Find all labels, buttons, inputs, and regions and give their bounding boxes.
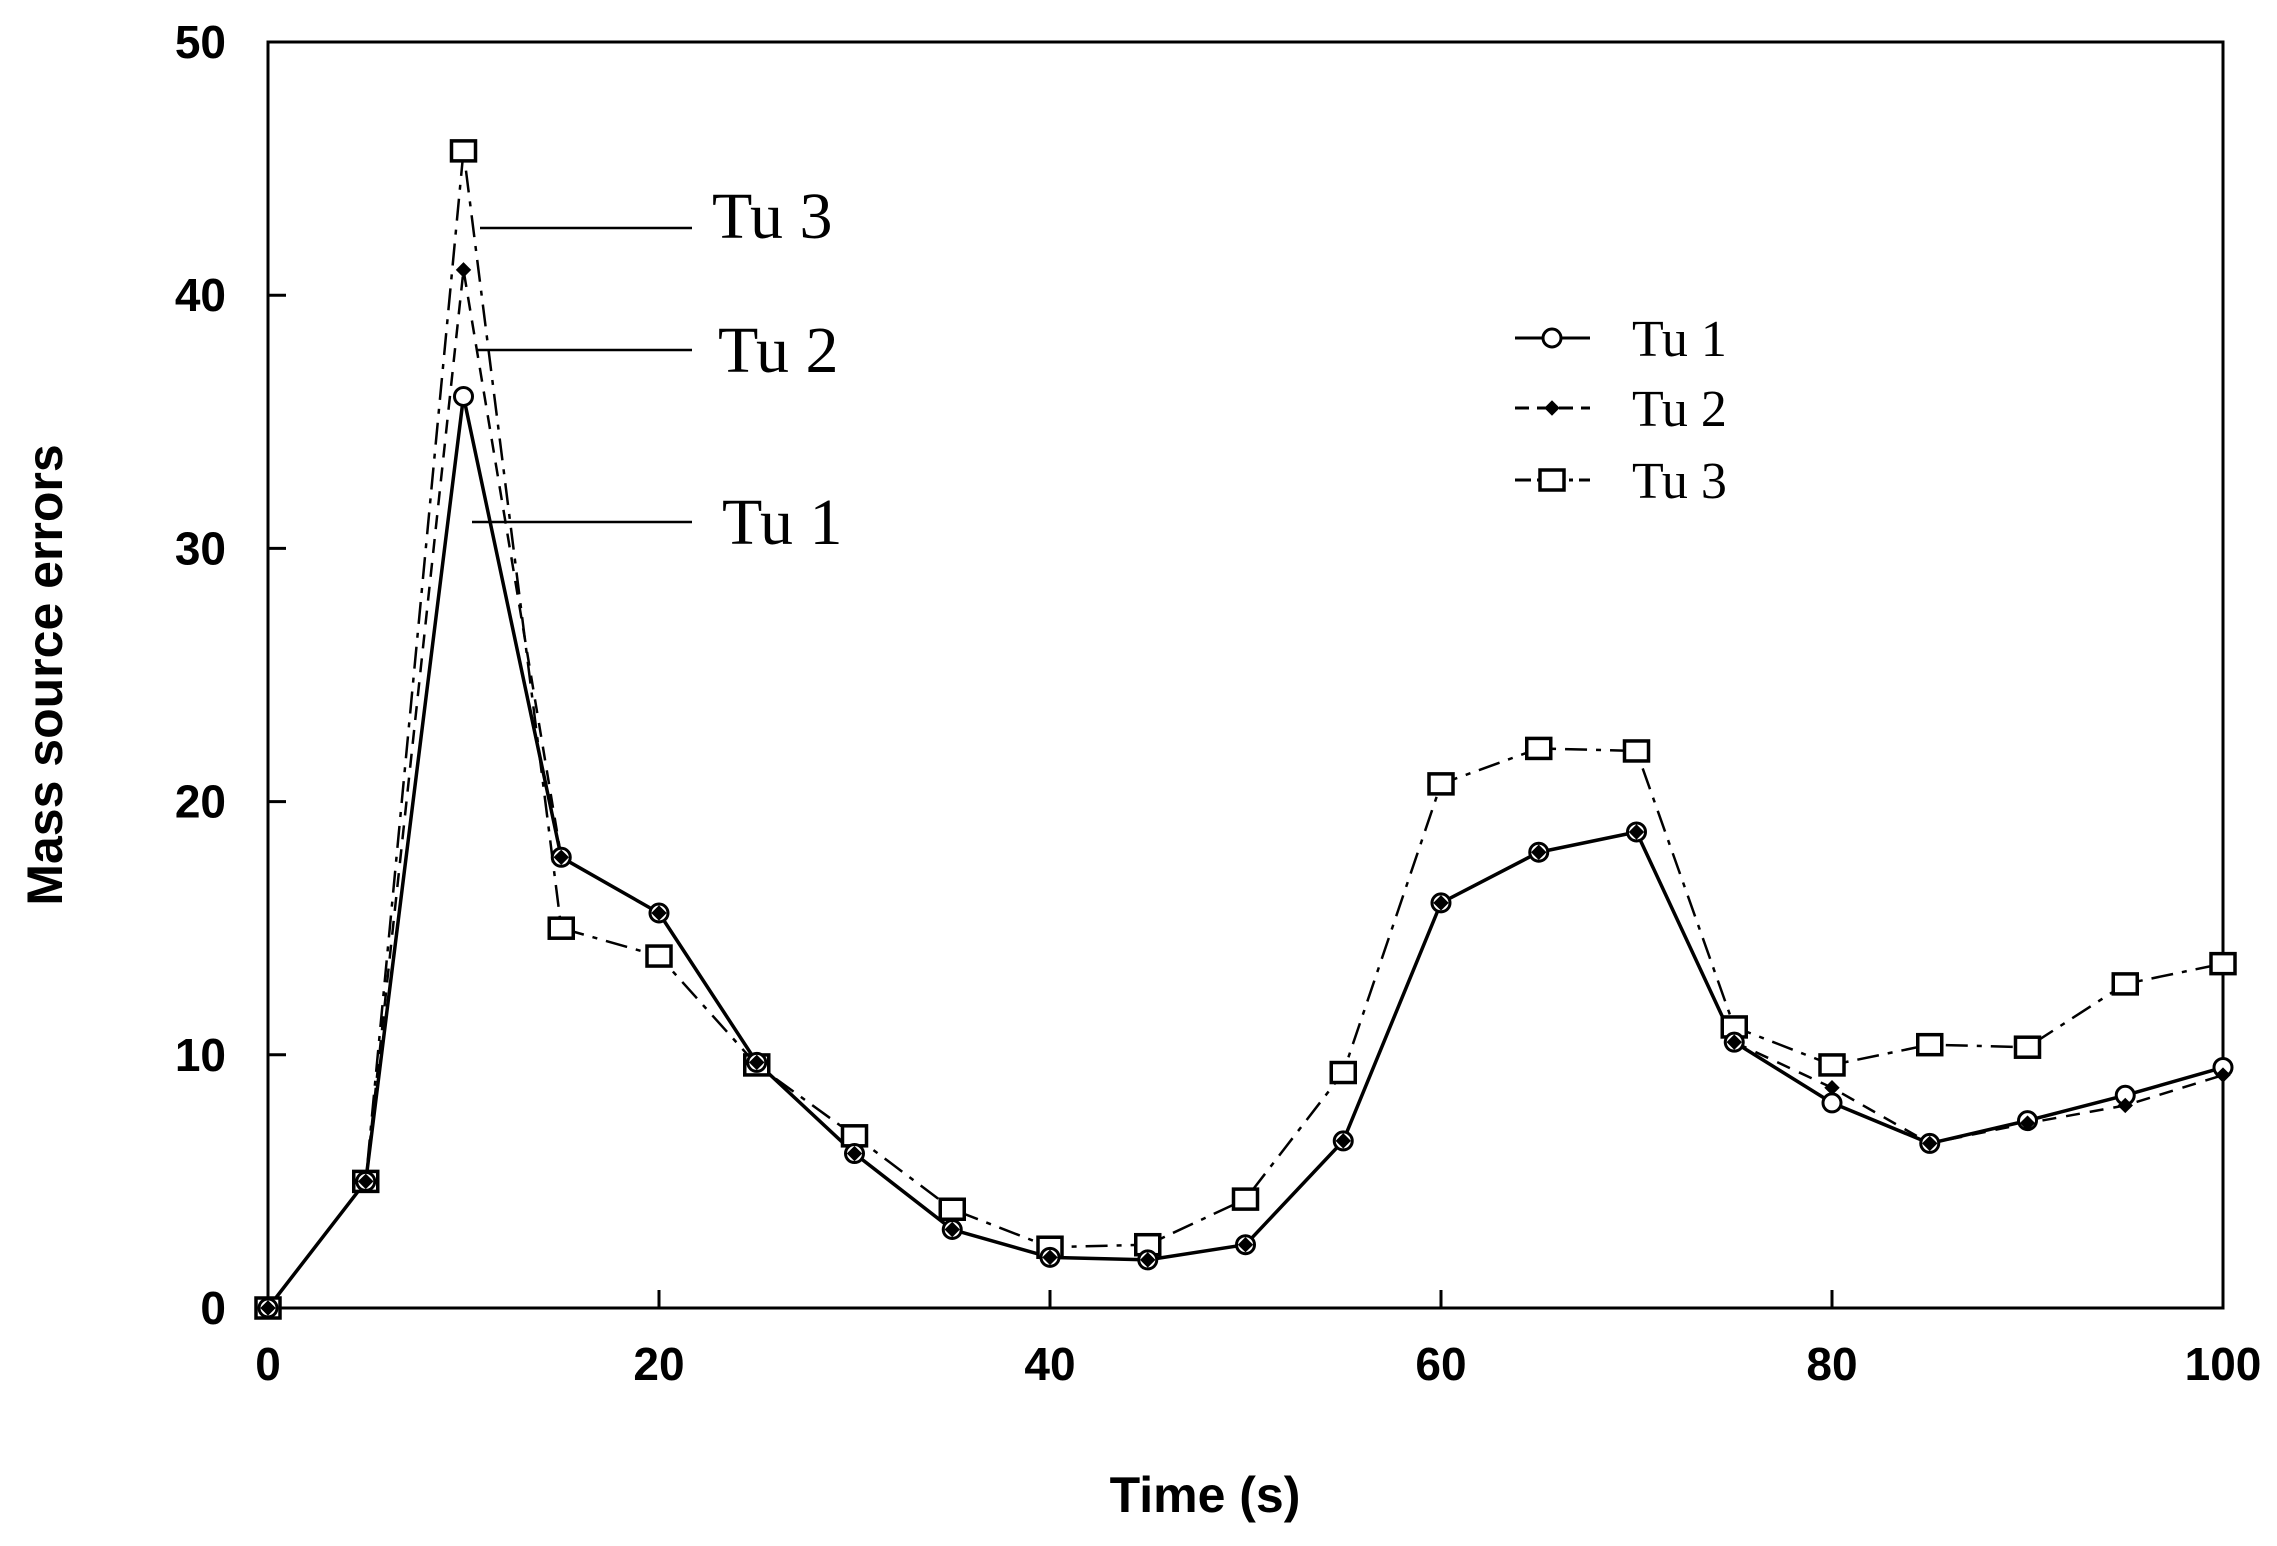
x-tick-label-100: 100 <box>2185 1338 2262 1390</box>
point-tu-3-80 <box>1818 1053 1846 1077</box>
legend-label-tu-2: Tu 2 <box>1632 381 1727 438</box>
x-tick-label-20: 20 <box>633 1338 684 1390</box>
point-tu-3-15 <box>547 916 575 940</box>
point-tu-2-30 <box>846 1145 863 1162</box>
plot-frame <box>266 40 2225 1310</box>
y-tick-label-40: 40 <box>175 269 226 321</box>
point-tu-2-25 <box>749 1054 765 1071</box>
point-tu-2-70 <box>1628 824 1645 840</box>
point-tu-3-90 <box>2013 1035 2042 1059</box>
point-tu-2-65 <box>1531 844 1547 860</box>
y-tick-label-50: 50 <box>175 16 226 68</box>
x-tick-label-40: 40 <box>1024 1338 1075 1390</box>
legend-marker-tu-2 <box>1544 400 1560 416</box>
point-tu-2-20 <box>651 905 667 921</box>
point-tu-2-15 <box>553 849 569 866</box>
point-tu-2-95 <box>2117 1097 2133 1114</box>
annotation-tu-2: Tu 2 <box>718 314 839 387</box>
axis-ticks: 0 20 40 60 80 100 0 10 20 30 40 50 <box>175 16 2262 1390</box>
legend-marker-tu-1 <box>1541 327 1563 349</box>
y-tick-label-20: 20 <box>175 776 226 828</box>
x-axis-title: Time (s) <box>1110 1467 1301 1523</box>
point-tu-3-35 <box>938 1197 966 1222</box>
point-tu-2-85 <box>1922 1135 1938 1152</box>
point-tu-3-30 <box>840 1124 869 1148</box>
legend-label-tu-1: Tu 1 <box>1632 311 1727 368</box>
point-tu-3-70 <box>1622 739 1651 763</box>
point-tu-1-80 <box>1821 1092 1843 1114</box>
x-tick-label-0: 0 <box>255 1338 281 1390</box>
point-tu-3-20 <box>645 944 673 968</box>
x-tick-label-60: 60 <box>1415 1338 1466 1390</box>
annotation-tu-3: Tu 3 <box>712 180 833 253</box>
x-tick-label-80: 80 <box>1806 1338 1857 1390</box>
point-tu-2-80 <box>1824 1080 1840 1096</box>
y-tick-label-30: 30 <box>175 522 226 574</box>
point-tu-3-10 <box>449 139 478 163</box>
legend-marker-tu-3 <box>1538 468 1566 492</box>
point-tu-2-60 <box>1433 895 1449 911</box>
legend-label-tu-3: Tu 3 <box>1632 453 1727 510</box>
point-tu-2-5 <box>358 1173 374 1190</box>
point-tu-3-85 <box>1916 1032 1944 1057</box>
point-tu-2-10 <box>455 262 472 278</box>
point-tu-2-75 <box>1726 1034 1742 1050</box>
point-tu-3-65 <box>1525 736 1553 761</box>
point-tu-3-50 <box>1231 1187 1260 1211</box>
point-tu-2-35 <box>944 1221 960 1238</box>
point-tu-2-55 <box>1335 1133 1351 1149</box>
y-tick-label-10: 10 <box>175 1029 226 1081</box>
point-tu-2-50 <box>1237 1236 1254 1253</box>
point-tu-2-40 <box>1042 1249 1058 1266</box>
point-tu-1-10 <box>453 385 474 407</box>
legend: Tu 1 Tu 2 Tu 3 <box>1515 311 1727 510</box>
y-tick-label-0: 0 <box>200 1282 226 1334</box>
point-tu-3-100 <box>2209 951 2237 976</box>
point-tu-2-45 <box>1140 1252 1156 1268</box>
point-tu-3-95 <box>2111 972 2139 996</box>
y-axis-title: Mass source errors <box>17 444 73 905</box>
point-tu-2-90 <box>2019 1115 2036 1131</box>
point-tu-3-55 <box>1329 1060 1357 1085</box>
annotation-tu-1: Tu 1 <box>722 486 843 559</box>
series-markers <box>254 139 2237 1320</box>
point-tu-3-60 <box>1427 772 1455 796</box>
point-tu-2-100 <box>2215 1067 2231 1083</box>
annotations: Tu 3 Tu 2 Tu 1 <box>472 180 843 559</box>
point-tu-2-0 <box>260 1300 276 1316</box>
series-line-tu-2 <box>267 268 2224 1309</box>
